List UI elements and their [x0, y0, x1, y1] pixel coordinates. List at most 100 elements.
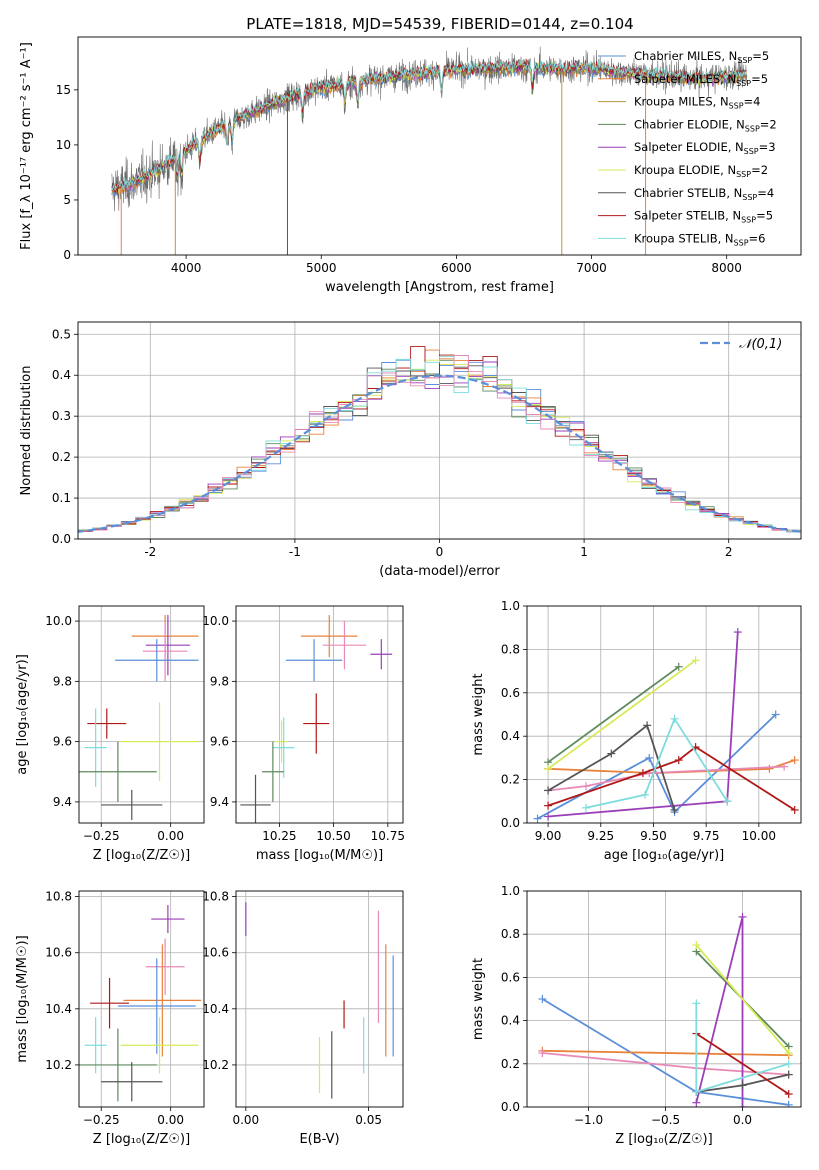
weight-line	[541, 998, 789, 1106]
x-tick-label: 5000	[306, 261, 337, 275]
errorbar-point	[79, 741, 157, 802]
x-tick-label: 10.50	[316, 829, 350, 843]
errorbar-point	[303, 693, 330, 754]
errorbar-point	[301, 615, 358, 658]
y-axis-label: mass [log₁₀(M/M☉)]	[15, 935, 30, 1062]
y-tick-label: 0.8	[501, 642, 520, 656]
y-tick-label: 0.4	[52, 368, 71, 382]
axes-frame	[235, 890, 404, 1108]
x-axis-label: Z [log₁₀(Z/Z☉)]	[93, 1132, 190, 1147]
x-tick-label: 9.00	[535, 829, 562, 843]
axes-frame	[526, 605, 802, 824]
errorbar-point	[145, 615, 191, 676]
y-tick-label: 0.0	[501, 1100, 520, 1114]
axes-frame	[526, 890, 802, 1108]
y-tick-label: 10.2	[45, 1058, 72, 1072]
weight-line	[695, 1032, 790, 1095]
y-tick-label: 0.2	[52, 450, 71, 464]
weight-series	[544, 762, 789, 795]
x-tick-label: 6000	[441, 261, 472, 275]
legend-label: Chabrier MILES, NSSP=5	[634, 49, 769, 65]
x-axis-label: E(B-V)	[299, 1132, 339, 1147]
y-tick-label: 9.4	[53, 795, 72, 809]
weight-series	[544, 743, 799, 814]
weight-line	[695, 944, 790, 1054]
axes-mass-vs-EBV: 0.00 0.05 10.2 10.4 10.6 10.8 E(B-V)	[202, 890, 404, 1147]
axes-spectrum: 4000 5000 6000 7000 8000 0 5 10 15 wavelength [An…	[19, 36, 802, 295]
x-axis-label: wavelength [Angstrom, rest frame]	[325, 280, 554, 295]
plot-area	[527, 606, 801, 823]
y-tick-label: 0.0	[52, 532, 71, 546]
errorbar-point	[120, 702, 199, 781]
plot-area	[79, 606, 204, 823]
x-tick-label: −1.0	[574, 1113, 603, 1127]
x-tick-label: −0.25	[83, 829, 120, 843]
y-axis-label: mass weight	[471, 958, 486, 1040]
weight-line	[547, 765, 785, 792]
y-tick-label: 5	[63, 193, 71, 207]
legend-label: Kroupa ELODIE, NSSP=2	[634, 163, 768, 179]
y-tick-label: 15	[56, 83, 71, 97]
x-tick-label: 0	[436, 545, 444, 559]
errorbar-point	[370, 639, 393, 670]
errorbar-point	[90, 977, 129, 1029]
x-tick-label: 10.75	[371, 829, 405, 843]
y-tick-label: 0.4	[501, 729, 520, 743]
y-tick-label: 10.4	[45, 1002, 72, 1016]
y-tick-label: 10.8	[202, 890, 229, 904]
weight-line	[537, 713, 777, 820]
axes-mass-vs-Z: −0.25 0.00 10.2 10.4 10.6 10.8 Z [log₁₀(Z/Z☉)]…	[15, 890, 205, 1147]
y-tick-label: 0.3	[52, 409, 71, 423]
y-tick-label: 0.2	[501, 1057, 520, 1071]
weight-series	[692, 941, 793, 1057]
x-axis-label: (data-model)/error	[379, 564, 500, 579]
figure-title: PLATE=1818, MJD=54539, FIBERID=0144, z=0…	[246, 15, 633, 33]
y-tick-label: 0.1	[52, 491, 71, 505]
errorbar-point	[262, 741, 284, 802]
weight-series	[692, 999, 793, 1096]
x-tick-label: 9.25	[587, 829, 614, 843]
axes-residuals: -2 -1 0 1 2 0.0 0.1 0.2 0.3 0.4 0.5 (data-model)/er…	[19, 321, 802, 579]
weight-series	[544, 721, 679, 814]
plot-area	[236, 891, 403, 1107]
errorbar-point	[115, 639, 199, 682]
weight-series	[692, 912, 747, 1107]
x-axis-label: mass [log₁₀(M/M☉)]	[256, 848, 383, 863]
errorbar-point	[151, 905, 185, 934]
y-axis-label: Normed distribution	[19, 366, 34, 496]
errorbar-point	[145, 938, 185, 995]
weight-line	[695, 916, 744, 1107]
y-tick-label: 0.4	[501, 1014, 520, 1028]
errorbar-point	[101, 789, 163, 820]
axes-weight-vs-age: 9.00 9.25 9.50 9.75 10.00 0.0 0.2 0.4 0.6 0.8 1.0 a…	[471, 599, 802, 863]
y-tick-label: 10.4	[202, 1002, 229, 1016]
errorbar-point	[101, 1062, 163, 1102]
errorbar-point	[272, 717, 295, 778]
y-tick-label: 10.0	[202, 614, 229, 628]
x-tick-label: −0.25	[83, 1113, 120, 1127]
axes-frame	[78, 605, 205, 824]
y-tick-label: 0.2	[501, 773, 520, 787]
weight-series	[544, 656, 700, 773]
x-tick-label: 2	[725, 545, 733, 559]
x-axis-label: age [log₁₀(age/yr)]	[604, 848, 725, 863]
y-tick-label: 0.6	[501, 970, 520, 984]
y-tick-label: 10.6	[45, 946, 72, 960]
histogram-step	[78, 355, 801, 534]
errorbar-point	[142, 621, 188, 682]
weight-line	[548, 631, 739, 818]
y-tick-label: 9.8	[210, 674, 229, 688]
x-tick-label: −0.5	[651, 1113, 680, 1127]
x-tick-label: 10.00	[742, 829, 776, 843]
x-axis-label: Z [log₁₀(Z/Z☉)]	[93, 848, 190, 863]
y-tick-label: 0.0	[501, 816, 520, 830]
y-tick-label: 9.6	[53, 735, 72, 749]
y-tick-label: 9.6	[210, 735, 229, 749]
weight-series	[544, 756, 799, 778]
y-tick-label: 0.5	[52, 327, 71, 341]
errorbar-point	[84, 708, 107, 787]
legend-label: 𝒩(0,1)	[739, 337, 782, 352]
y-axis-label: mass weight	[471, 673, 486, 755]
legend-label: Salpeter MILES, NSSP=5	[634, 72, 768, 88]
